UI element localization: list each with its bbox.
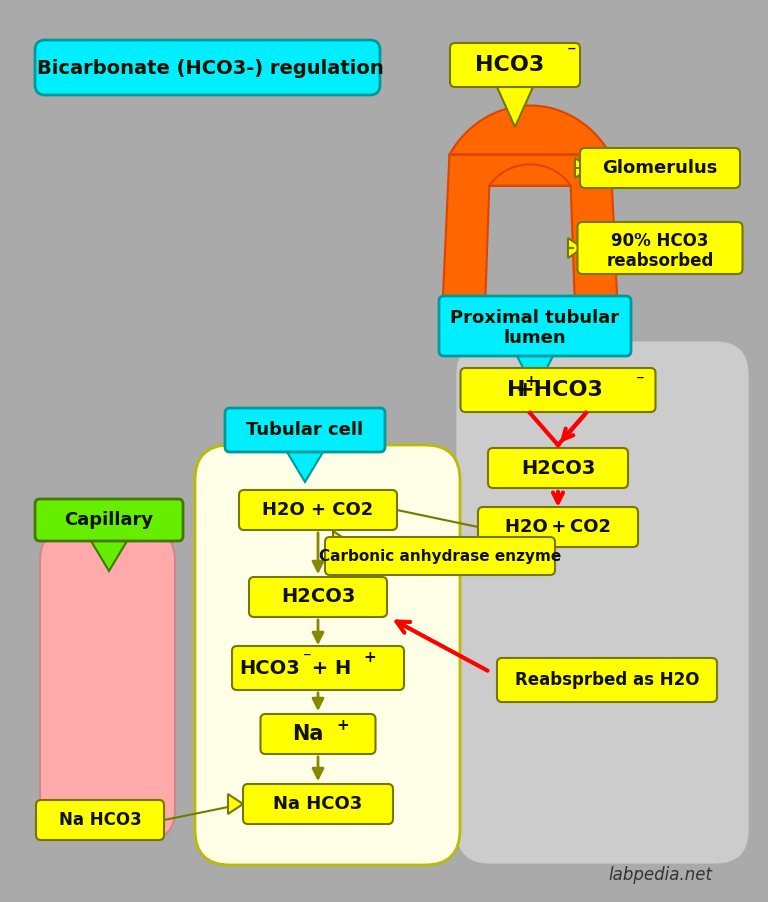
FancyBboxPatch shape (580, 148, 740, 188)
Text: Proximal tubular: Proximal tubular (451, 309, 620, 327)
FancyBboxPatch shape (578, 222, 743, 274)
Text: Bicarbonate (HCO3-) regulation: Bicarbonate (HCO3-) regulation (37, 59, 383, 78)
Text: ⁻: ⁻ (636, 372, 644, 390)
FancyBboxPatch shape (461, 368, 656, 412)
Polygon shape (442, 106, 618, 330)
FancyBboxPatch shape (35, 40, 380, 95)
Text: Na: Na (293, 724, 323, 744)
Polygon shape (568, 238, 583, 258)
FancyBboxPatch shape (497, 658, 717, 702)
Text: H2CO3: H2CO3 (521, 458, 595, 477)
Text: Capillary: Capillary (65, 511, 154, 529)
Text: Na HCO3: Na HCO3 (273, 795, 362, 813)
Text: reabsorbed: reabsorbed (606, 252, 713, 270)
Polygon shape (575, 158, 590, 178)
Text: 90% HCO3: 90% HCO3 (611, 232, 709, 250)
FancyBboxPatch shape (36, 800, 164, 840)
Text: H2CO3: H2CO3 (281, 587, 355, 606)
Text: HCO3: HCO3 (475, 55, 545, 75)
Text: H2O + CO2: H2O + CO2 (505, 518, 611, 536)
FancyBboxPatch shape (249, 577, 387, 617)
FancyBboxPatch shape (325, 537, 555, 575)
FancyBboxPatch shape (439, 296, 631, 356)
Text: HCO3: HCO3 (240, 658, 300, 677)
Text: Tubular cell: Tubular cell (247, 421, 363, 439)
FancyBboxPatch shape (478, 507, 638, 547)
FancyBboxPatch shape (260, 714, 376, 754)
Text: +: + (363, 650, 376, 666)
FancyBboxPatch shape (455, 340, 750, 865)
Text: +: + (336, 717, 349, 732)
Text: lumen: lumen (504, 329, 566, 347)
Text: +: + (525, 374, 538, 390)
Text: labpedia.net: labpedia.net (608, 866, 712, 884)
FancyBboxPatch shape (225, 408, 385, 452)
Text: +HCO3: +HCO3 (516, 380, 604, 400)
Text: Na HCO3: Na HCO3 (58, 811, 141, 829)
Text: H2O + CO2: H2O + CO2 (263, 501, 373, 519)
FancyBboxPatch shape (35, 499, 183, 541)
Text: Reabsprbed as H2O: Reabsprbed as H2O (515, 671, 699, 689)
Text: Carbonic anhydrase enzyme: Carbonic anhydrase enzyme (319, 548, 561, 564)
Text: Glomerulus: Glomerulus (602, 159, 717, 177)
FancyBboxPatch shape (239, 490, 397, 530)
Polygon shape (333, 531, 348, 551)
Text: ⁻: ⁻ (303, 649, 311, 667)
Text: H: H (507, 380, 525, 400)
FancyBboxPatch shape (488, 448, 628, 488)
Polygon shape (287, 452, 323, 482)
Polygon shape (517, 356, 553, 391)
FancyBboxPatch shape (232, 646, 404, 690)
Polygon shape (91, 541, 127, 571)
FancyBboxPatch shape (450, 43, 580, 87)
FancyBboxPatch shape (40, 530, 175, 840)
FancyBboxPatch shape (243, 784, 393, 824)
FancyBboxPatch shape (195, 445, 460, 865)
Polygon shape (228, 794, 243, 814)
Text: + H: + H (305, 658, 351, 677)
Polygon shape (497, 87, 533, 127)
Text: ⁻: ⁻ (568, 44, 577, 62)
